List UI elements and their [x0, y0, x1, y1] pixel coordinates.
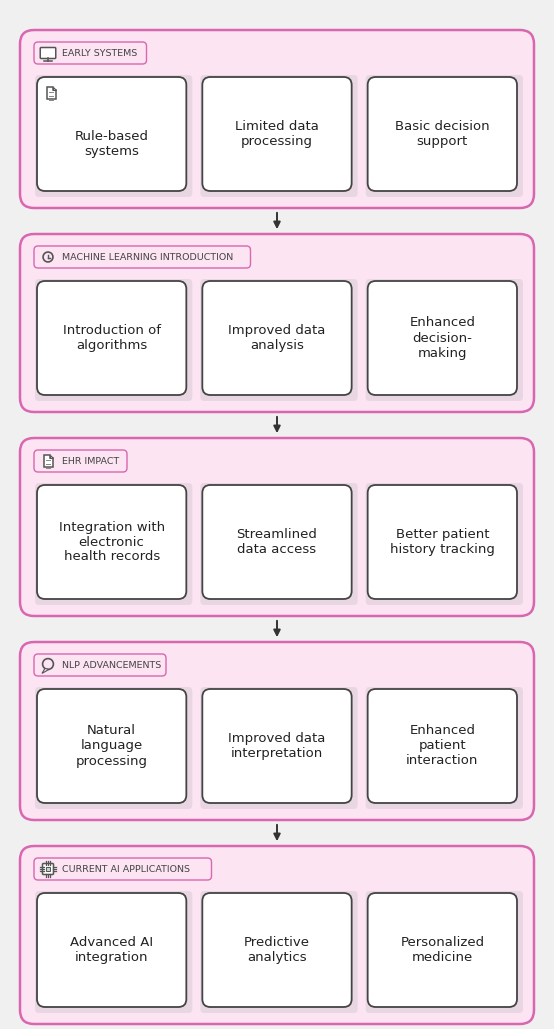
- FancyBboxPatch shape: [20, 234, 534, 412]
- FancyBboxPatch shape: [37, 689, 186, 803]
- Text: EHR IMPACT: EHR IMPACT: [62, 457, 119, 465]
- FancyBboxPatch shape: [37, 281, 186, 395]
- Text: Enhanced
decision-
making: Enhanced decision- making: [409, 317, 475, 359]
- FancyBboxPatch shape: [34, 246, 250, 268]
- FancyBboxPatch shape: [201, 279, 358, 401]
- Text: NLP ADVANCEMENTS: NLP ADVANCEMENTS: [62, 661, 161, 670]
- FancyBboxPatch shape: [366, 687, 523, 809]
- FancyBboxPatch shape: [40, 47, 56, 59]
- Polygon shape: [50, 455, 53, 458]
- FancyBboxPatch shape: [368, 77, 517, 191]
- Text: Enhanced
patient
interaction: Enhanced patient interaction: [406, 724, 479, 768]
- FancyBboxPatch shape: [366, 279, 523, 401]
- FancyBboxPatch shape: [368, 893, 517, 1007]
- FancyBboxPatch shape: [20, 846, 534, 1024]
- Text: MACHINE LEARNING INTRODUCTION: MACHINE LEARNING INTRODUCTION: [62, 252, 233, 261]
- Polygon shape: [47, 87, 55, 99]
- FancyBboxPatch shape: [34, 654, 166, 676]
- Text: Integration with
electronic
health records: Integration with electronic health recor…: [59, 521, 165, 564]
- FancyBboxPatch shape: [20, 30, 534, 208]
- Text: Limited data
processing: Limited data processing: [235, 120, 319, 148]
- FancyBboxPatch shape: [201, 483, 358, 605]
- FancyBboxPatch shape: [368, 485, 517, 599]
- FancyBboxPatch shape: [34, 450, 127, 472]
- Polygon shape: [53, 87, 55, 90]
- FancyBboxPatch shape: [201, 687, 358, 809]
- Text: Better patient
history tracking: Better patient history tracking: [390, 528, 495, 556]
- FancyBboxPatch shape: [43, 863, 54, 875]
- FancyBboxPatch shape: [202, 77, 352, 191]
- Text: Predictive
analytics: Predictive analytics: [244, 936, 310, 964]
- FancyBboxPatch shape: [35, 483, 192, 605]
- FancyBboxPatch shape: [202, 689, 352, 803]
- Text: Natural
language
processing: Natural language processing: [76, 724, 148, 768]
- FancyBboxPatch shape: [35, 687, 192, 809]
- FancyBboxPatch shape: [20, 438, 534, 616]
- Text: CURRENT AI APPLICATIONS: CURRENT AI APPLICATIONS: [62, 864, 190, 874]
- Text: Rule-based
systems: Rule-based systems: [75, 130, 148, 158]
- FancyBboxPatch shape: [37, 893, 186, 1007]
- Text: Introduction of
algorithms: Introduction of algorithms: [63, 324, 161, 352]
- FancyBboxPatch shape: [34, 858, 212, 880]
- Polygon shape: [42, 669, 49, 673]
- FancyBboxPatch shape: [37, 485, 186, 599]
- Text: Improved data
interpretation: Improved data interpretation: [228, 732, 326, 760]
- Text: Personalized
medicine: Personalized medicine: [401, 936, 484, 964]
- FancyBboxPatch shape: [366, 75, 523, 197]
- FancyBboxPatch shape: [20, 642, 534, 820]
- Text: EARLY SYSTEMS: EARLY SYSTEMS: [62, 48, 137, 58]
- Text: Streamlined
data access: Streamlined data access: [237, 528, 317, 556]
- FancyBboxPatch shape: [368, 689, 517, 803]
- FancyBboxPatch shape: [35, 279, 192, 401]
- FancyBboxPatch shape: [202, 485, 352, 599]
- Text: Improved data
analysis: Improved data analysis: [228, 324, 326, 352]
- FancyBboxPatch shape: [35, 891, 192, 1013]
- Bar: [45, 866, 50, 872]
- FancyBboxPatch shape: [37, 77, 186, 191]
- FancyBboxPatch shape: [34, 42, 146, 64]
- FancyBboxPatch shape: [201, 891, 358, 1013]
- FancyBboxPatch shape: [202, 281, 352, 395]
- FancyBboxPatch shape: [202, 893, 352, 1007]
- FancyBboxPatch shape: [366, 891, 523, 1013]
- Text: Advanced AI
integration: Advanced AI integration: [70, 936, 153, 964]
- FancyBboxPatch shape: [366, 483, 523, 605]
- FancyBboxPatch shape: [35, 75, 192, 197]
- Polygon shape: [44, 455, 53, 467]
- FancyBboxPatch shape: [201, 75, 358, 197]
- Text: Basic decision
support: Basic decision support: [395, 120, 490, 148]
- FancyBboxPatch shape: [368, 281, 517, 395]
